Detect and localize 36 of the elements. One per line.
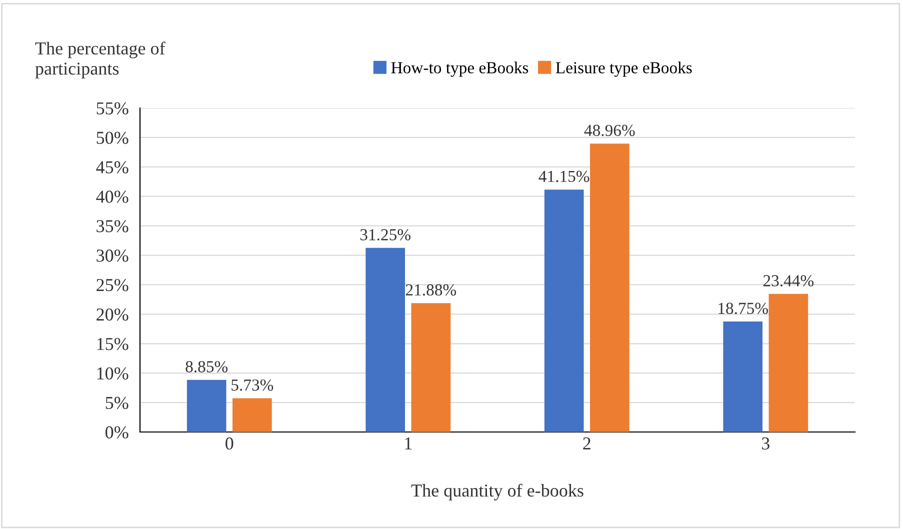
y-tick-label: 0% bbox=[106, 426, 128, 438]
x-tick-label: 2 bbox=[583, 437, 590, 450]
data-label: 21.88% bbox=[406, 284, 456, 296]
data-label: 18.75% bbox=[718, 302, 768, 314]
bar bbox=[186, 380, 226, 432]
x-tick-label: 1 bbox=[405, 437, 412, 450]
bar bbox=[411, 303, 451, 432]
y-tick-label: 35% bbox=[96, 220, 128, 232]
bar bbox=[768, 294, 808, 432]
data-label: 48.96% bbox=[584, 124, 635, 136]
y-axis-title: The percentage of participants bbox=[35, 42, 166, 78]
y-tick-label: 25% bbox=[96, 278, 128, 292]
y-tick-label: 50% bbox=[96, 132, 128, 144]
data-label: 5.73% bbox=[232, 379, 274, 391]
y-tick-label: 15% bbox=[97, 338, 128, 350]
bar bbox=[590, 144, 630, 432]
legend-label: How-to type eBooks bbox=[391, 62, 528, 77]
y-tick-label: 5% bbox=[106, 396, 128, 410]
data-label: 8.85% bbox=[186, 361, 228, 372]
x-tick-label: 3 bbox=[762, 437, 770, 450]
y-tick-label: 55% bbox=[96, 102, 128, 114]
x-axis-title: The quantity of e-books bbox=[411, 484, 584, 500]
bar bbox=[544, 190, 584, 432]
bar bbox=[723, 322, 762, 432]
data-label: 31.25% bbox=[360, 229, 410, 240]
legend-label: Leisure type eBooks bbox=[556, 62, 692, 77]
y-tick-label: 45% bbox=[96, 161, 128, 174]
data-label: 23.44% bbox=[763, 275, 814, 286]
y-tick-label: 10% bbox=[97, 367, 128, 380]
y-tick-label: 30% bbox=[96, 250, 128, 262]
y-tick-label: 40% bbox=[96, 190, 128, 203]
data-label: 41.15% bbox=[538, 170, 590, 182]
y-tick-label: 20% bbox=[96, 308, 128, 321]
bar bbox=[232, 398, 272, 432]
x-tick-label: 0 bbox=[226, 437, 234, 450]
bar bbox=[366, 248, 405, 432]
